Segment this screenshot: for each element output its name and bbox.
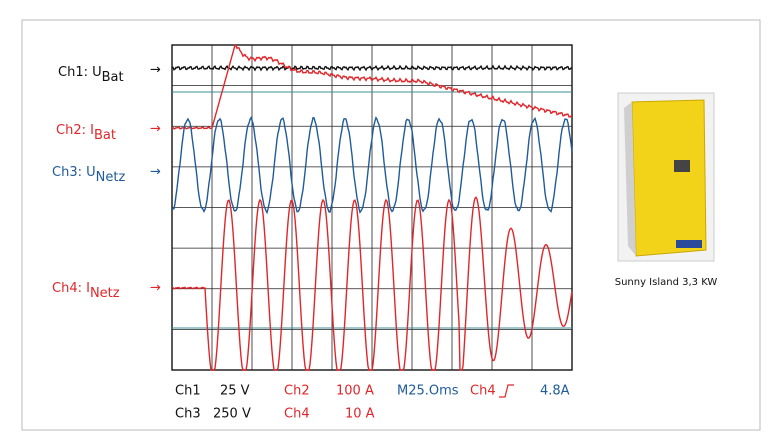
settings: Ch1 25 V Ch2 100 A M25.Oms Ch4 4.8A Ch3 … xyxy=(175,384,570,422)
ch2-label: Ch2: IBat xyxy=(56,123,116,143)
device-display xyxy=(674,160,690,172)
ch3-wave xyxy=(171,116,573,215)
ch1-label: Ch1: UBat xyxy=(58,65,124,85)
setting: Ch4 xyxy=(284,407,310,422)
ch4-wave xyxy=(171,196,573,371)
channel-labels: Ch1: UBat → Ch2: IBat → Ch3: UNetz → Ch4… xyxy=(52,63,161,301)
device-body xyxy=(631,99,707,257)
setting: Ch1 xyxy=(175,384,201,399)
caption: Sunny Island 3,3 KW xyxy=(615,277,718,288)
arrow: → xyxy=(150,281,161,296)
ch3-label: Ch3: UNetz xyxy=(52,165,125,185)
arrow: → xyxy=(150,63,161,78)
setting: Ch2 xyxy=(284,384,310,399)
device-logo xyxy=(676,240,702,248)
trigger-symbol xyxy=(499,384,514,398)
product-photo: Sunny Island 3,3 KW xyxy=(615,92,718,288)
setting: 100 A xyxy=(336,384,374,399)
device-side xyxy=(624,102,636,256)
setting: M25.Oms xyxy=(397,384,459,399)
arrow: → xyxy=(150,165,161,180)
ch1-wave xyxy=(171,64,573,72)
setting: Ch4 xyxy=(470,384,496,399)
waveforms xyxy=(171,44,573,371)
setting: 250 V xyxy=(213,407,251,422)
ch2-wave xyxy=(171,44,573,130)
setting: 4.8A xyxy=(540,384,570,399)
setting: 10 A xyxy=(345,407,375,422)
arrow: → xyxy=(150,122,161,137)
setting: Ch3 xyxy=(175,407,201,422)
ch4-label: Ch4: INetz xyxy=(52,281,120,301)
setting: 25 V xyxy=(220,384,250,399)
